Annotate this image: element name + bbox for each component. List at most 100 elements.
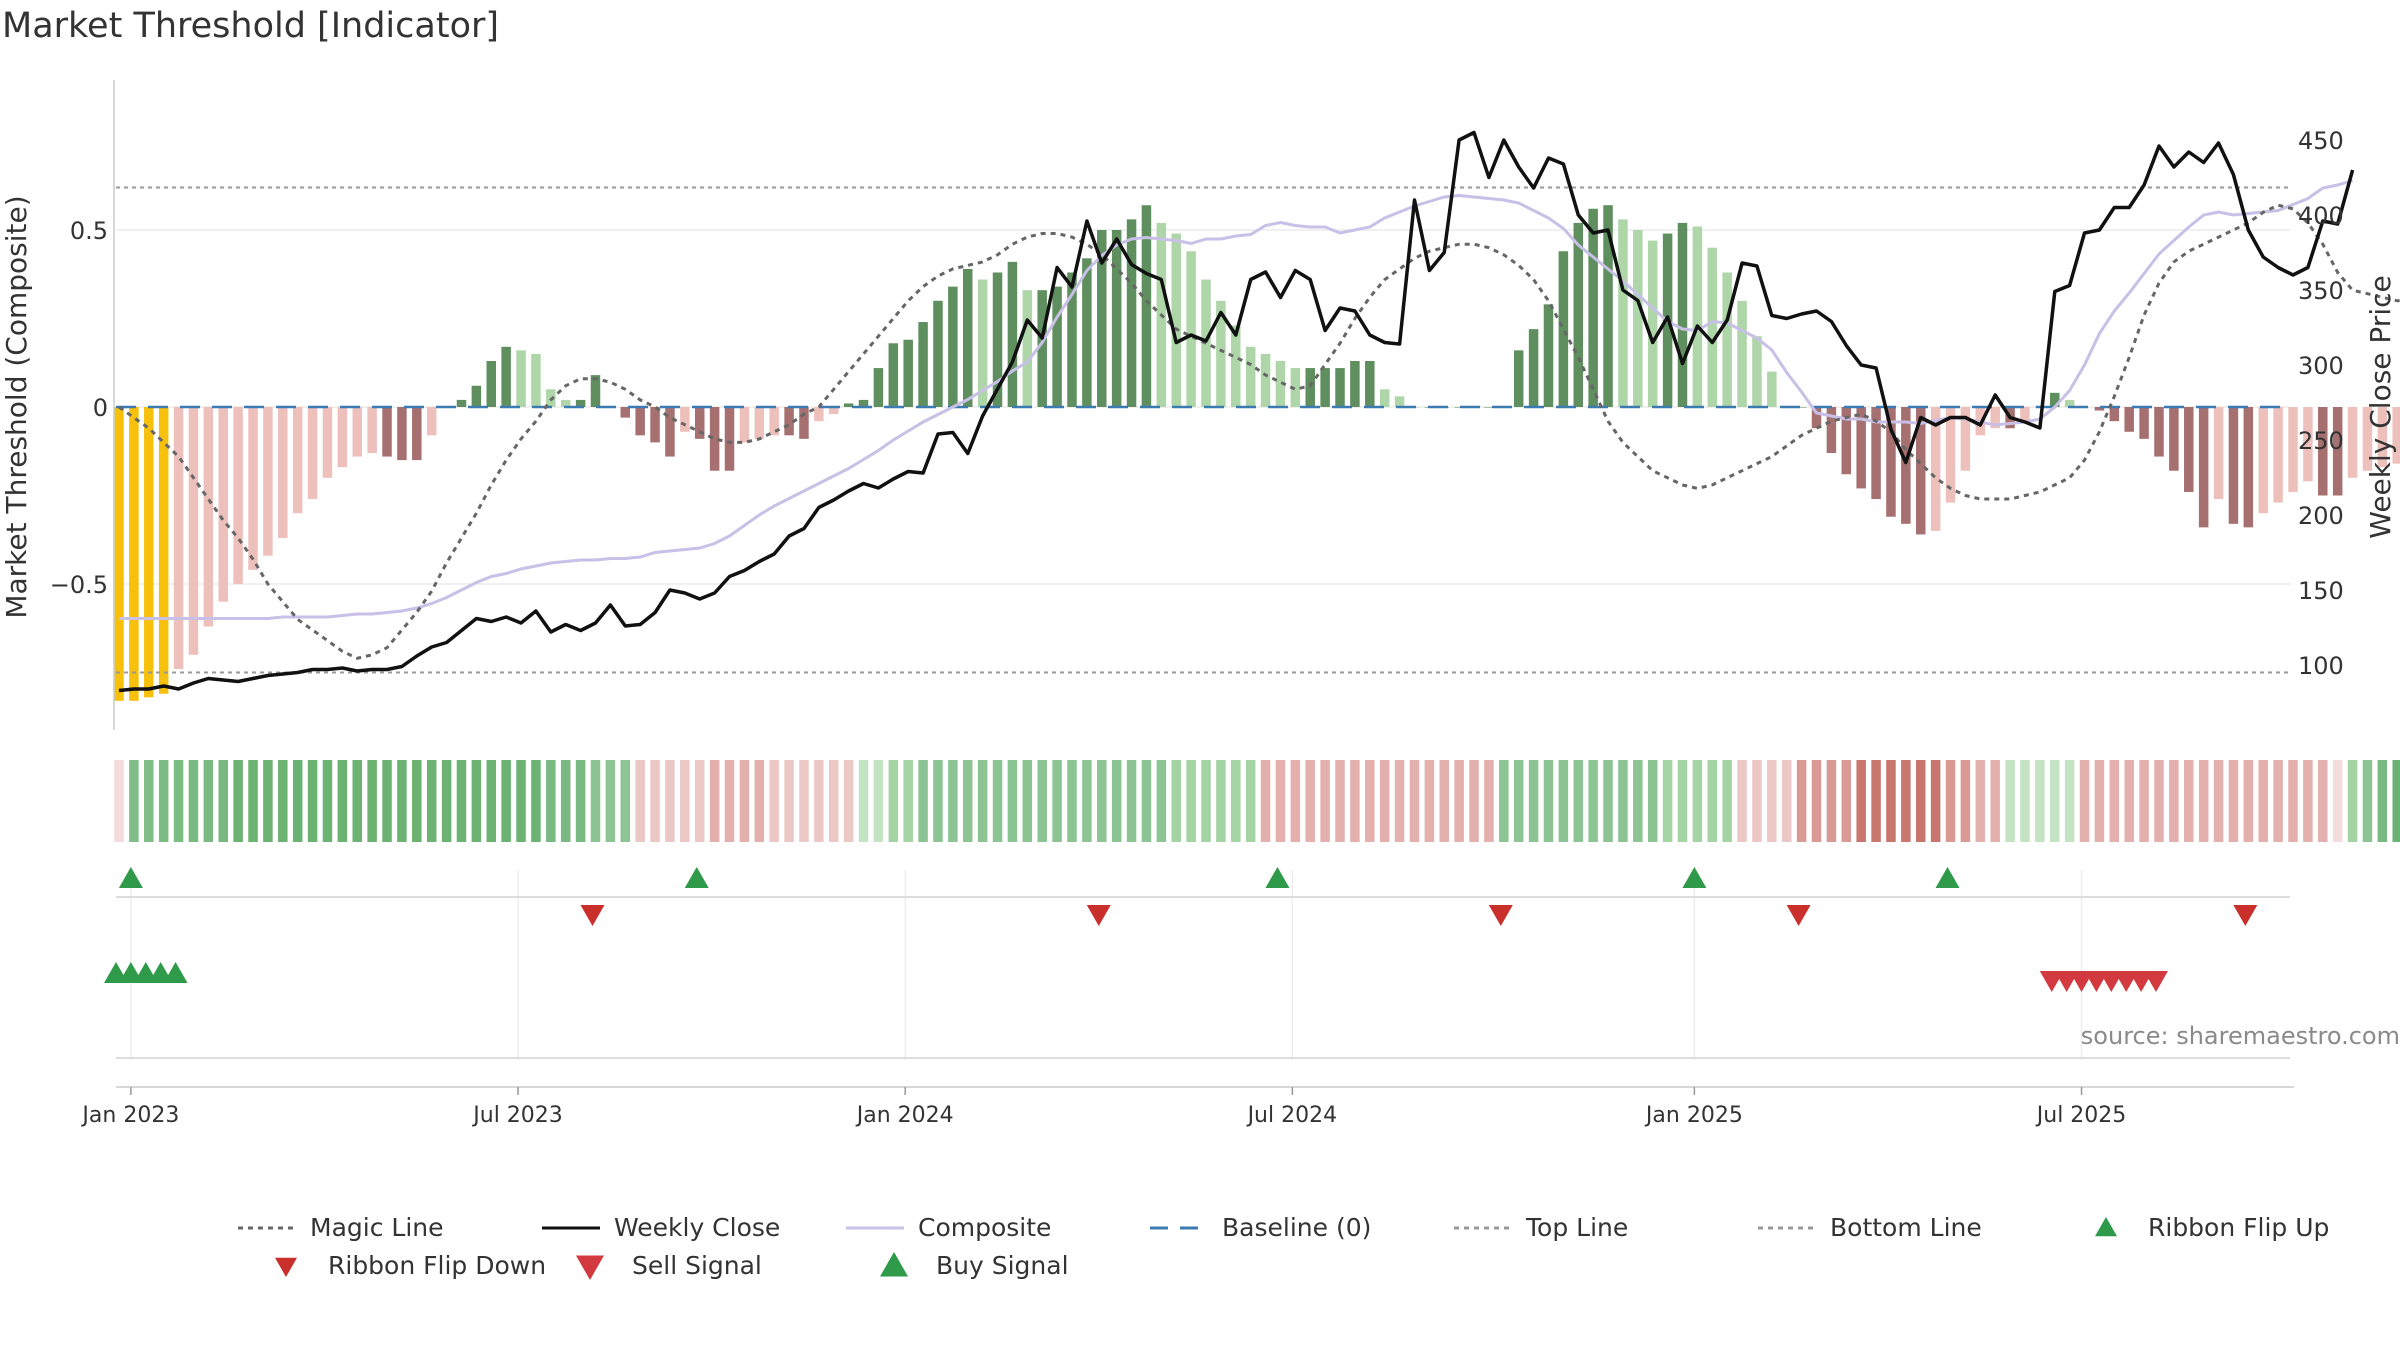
histogram-bar [1528, 329, 1539, 407]
histogram-bar [278, 407, 288, 538]
histogram-bar [322, 407, 333, 478]
ribbon-cell [2124, 760, 2134, 842]
legend-label: Bottom Line [1830, 1213, 1982, 1242]
ribbon-cell [233, 760, 243, 842]
ribbon-cell [888, 760, 899, 842]
histogram-bar [2318, 407, 2328, 496]
ribbon-cell [1618, 760, 1628, 842]
legend-item: Weekly Close [542, 1213, 780, 1242]
histogram-bar [114, 407, 124, 701]
histogram-bar [2228, 407, 2239, 524]
ribbon-cell [129, 760, 139, 842]
ribbon-cell [203, 760, 214, 842]
right-tick-label: 400 [2298, 202, 2344, 230]
ribbon-cell [1469, 760, 1479, 842]
x-tick-label: Jan 2025 [1644, 1103, 1743, 1128]
legend-swatch [275, 1257, 297, 1277]
ribbon-flip-down-marker [1488, 905, 1513, 926]
histogram-bar [918, 322, 928, 407]
ribbon-cell [1871, 760, 1881, 842]
ribbon-cell [352, 760, 362, 842]
legend-item: Top Line [1454, 1213, 1628, 1242]
histogram-bar [933, 300, 943, 407]
histogram-bar [560, 399, 571, 407]
histogram-bar [2258, 407, 2268, 514]
ribbon-cell [1201, 760, 1211, 842]
ribbon-cell [158, 760, 169, 842]
histogram-bar [2064, 399, 2075, 407]
marker-layer [104, 867, 2290, 1059]
legend-item: Ribbon Flip Up [2095, 1213, 2329, 1242]
ribbon-cell [1320, 760, 1330, 842]
legend-item: Composite [846, 1213, 1051, 1242]
left-tick-label: −0.5 [50, 571, 108, 599]
histogram-bar [1171, 233, 1181, 407]
ribbon-cell [1156, 760, 1167, 842]
ribbon-cell [412, 760, 422, 842]
left-tick-label: 0.5 [70, 217, 108, 245]
ribbon-flip-down-marker [580, 905, 605, 926]
ribbon-cell [769, 760, 779, 842]
ribbon-cell [382, 760, 392, 842]
ribbon-cell [709, 760, 720, 842]
ribbon-cell [486, 760, 497, 842]
ribbon-cell [858, 760, 869, 842]
ribbon-cell [977, 760, 988, 842]
buy-signal-marker [163, 962, 188, 983]
histogram-bar [1886, 407, 1896, 517]
histogram-bar [2362, 407, 2373, 471]
histogram-bar [843, 403, 854, 407]
histogram-bar [129, 407, 139, 701]
ribbon-cell [2154, 760, 2164, 842]
legend-label: Ribbon Flip Up [2148, 1213, 2329, 1242]
ribbon-cell [1260, 760, 1271, 842]
ribbon-cell [2020, 760, 2030, 842]
histogram-bar [977, 279, 988, 407]
histogram-bar [1707, 247, 1718, 407]
ribbon-cell [1007, 760, 1018, 842]
histogram-bar [233, 407, 243, 584]
histogram-bar [188, 407, 199, 655]
histogram-bar [158, 407, 169, 694]
chart-title: Market Threshold [Indicator] [2, 6, 500, 46]
ribbon-cell [2005, 760, 2015, 842]
ribbon-cell [2035, 760, 2045, 842]
ribbon-cell [1439, 760, 1449, 842]
ribbon-cell [471, 760, 482, 842]
ribbon-cell [620, 760, 631, 842]
legend-item: Buy Signal [880, 1251, 1069, 1280]
histogram-bar [680, 407, 690, 432]
histogram-bar [486, 360, 497, 407]
left-tick-label: 0 [93, 394, 108, 422]
ribbon-flip-up-marker [1265, 867, 1290, 888]
ribbon-cell [948, 760, 958, 842]
histogram-bar [1513, 350, 1524, 407]
ribbon-cell [1558, 760, 1569, 842]
ribbon-cell [1990, 760, 2000, 842]
ribbon-cell [1543, 760, 1554, 842]
histogram-bar [426, 407, 437, 436]
ribbon-cell [739, 760, 750, 842]
ribbon-cell [1290, 760, 1301, 842]
ribbon-cell [322, 760, 333, 842]
ribbon-cell [1379, 760, 1390, 842]
ribbon-cell [1097, 760, 1107, 842]
histogram-bar [1335, 368, 1345, 407]
line-layer [118, 130, 2400, 693]
histogram-bar [2392, 407, 2400, 464]
right-axis-label: Weekly Close Price [2364, 275, 2397, 538]
ribbon-cell [1752, 760, 1762, 842]
ribbon-cell [918, 760, 928, 842]
ribbon-cell [1960, 760, 1971, 842]
ribbon-cell [2318, 760, 2328, 842]
ribbon-cell [1052, 760, 1062, 842]
ribbon-cell [2139, 760, 2149, 842]
ribbon-cell [292, 760, 303, 842]
ribbon-cell [1722, 760, 1732, 842]
ribbon-cell [1499, 760, 1509, 842]
histogram-bar [1037, 290, 1047, 407]
ribbon-cell [1975, 760, 1986, 842]
x-tick-label: Jan 2023 [80, 1103, 179, 1128]
ribbon-flip-down-marker [1086, 905, 1111, 926]
ribbon-cell [2258, 760, 2268, 842]
